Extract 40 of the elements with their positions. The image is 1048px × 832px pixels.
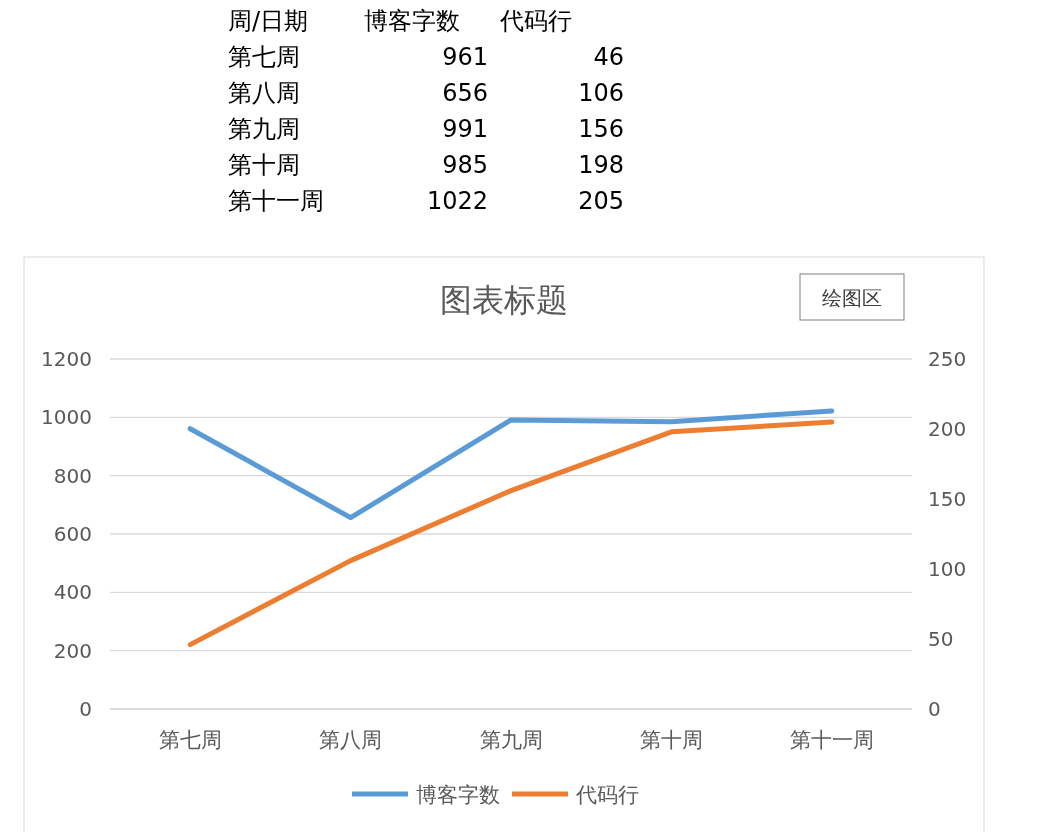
y-tick-label: 1000 [41, 405, 92, 430]
y-tick-label: 0 [79, 697, 92, 721]
text: 156 [578, 115, 624, 143]
y-tick-label: 200 [53, 638, 92, 663]
text: 博客字数 [364, 7, 460, 35]
text: 46 [593, 43, 624, 71]
y2-tick-label: 100 [928, 557, 967, 581]
legend-label: 博客字数 [416, 783, 500, 807]
text: 第七周 [228, 43, 300, 71]
chart-title: 图表标题 [440, 281, 568, 319]
y2-tick-label: 0 [928, 697, 941, 721]
text: 106 [578, 79, 624, 107]
y2-tick-label: 250 [928, 347, 967, 371]
y-tick-label: 1200 [41, 347, 92, 371]
y2-tick-label: 200 [928, 417, 967, 441]
x-tick-label: 第十周 [639, 728, 703, 752]
y-tick-label: 400 [53, 580, 92, 605]
text: 985 [442, 151, 488, 179]
text: 周/日期 [228, 7, 309, 35]
note: 绘图区 [799, 273, 905, 321]
text: 第十周 [228, 151, 300, 179]
text: 第八周 [228, 79, 300, 107]
y2-tick-label: 150 [928, 487, 967, 511]
text: 第九周 [228, 115, 300, 143]
text: 991 [442, 115, 488, 143]
text: 第十一周 [228, 187, 324, 215]
text: 656 [442, 79, 488, 107]
y-tick-label: 600 [53, 522, 92, 546]
y-tick-label: 800 [53, 463, 92, 488]
text: 198 [578, 151, 624, 179]
text: 1022 [426, 187, 488, 215]
text: 961 [442, 43, 488, 71]
text: 代码行 [499, 7, 572, 35]
x-tick-label: 第八周 [319, 728, 383, 752]
x-tick-label: 第七周 [158, 728, 222, 752]
x-tick-label: 第十一周 [789, 728, 874, 752]
legend-label: 代码行 [575, 783, 639, 807]
x-tick-label: 第九周 [479, 728, 543, 752]
text: 205 [578, 187, 624, 215]
y2-tick-label: 50 [928, 627, 954, 651]
